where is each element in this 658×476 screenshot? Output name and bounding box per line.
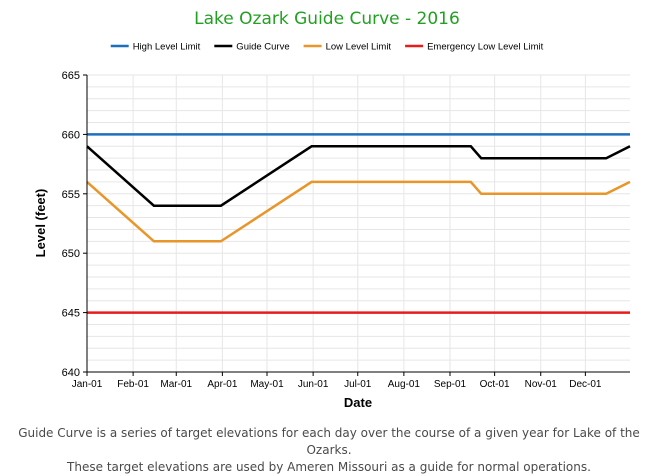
- caption-line-1: Guide Curve is a series of target elevat…: [18, 426, 640, 457]
- x-tick-label: Nov-01: [525, 379, 558, 390]
- x-tick-label: Apr-01: [207, 379, 237, 390]
- y-axis-label: Level (feet): [33, 189, 48, 258]
- x-tick-label: Mar-01: [160, 379, 192, 390]
- legend-item: Low Level Limit: [303, 42, 392, 53]
- y-tick-label: 645: [62, 308, 80, 320]
- legend-label: Emergency Low Level Limit: [427, 42, 544, 53]
- guide-curve-chart: Lake Ozark Guide Curve - 2016 High Level…: [33, 9, 631, 410]
- legend-label: Guide Curve: [236, 42, 289, 53]
- x-tick-label: Sep-01: [434, 379, 467, 390]
- x-tick-label: Dec-01: [569, 379, 602, 390]
- y-tick-label: 660: [62, 129, 80, 141]
- chart-grid: [87, 74, 630, 372]
- x-tick-label: Aug-01: [388, 379, 421, 390]
- legend-label: Low Level Limit: [326, 42, 392, 53]
- y-tick-label: 665: [62, 70, 80, 82]
- chart-title: Lake Ozark Guide Curve - 2016: [194, 9, 460, 29]
- chart-caption: Guide Curve is a series of target elevat…: [0, 425, 658, 476]
- series-line-low-level-limit: [86, 180, 631, 243]
- series-layer: [86, 133, 631, 314]
- caption-line-2: These target elevations are used by Amer…: [67, 460, 591, 474]
- x-tick-label: Jun-01: [298, 379, 329, 390]
- x-tick-label: May-01: [250, 379, 284, 390]
- legend-label: High Level Limit: [133, 42, 201, 53]
- x-axis-label: Date: [344, 395, 372, 410]
- x-tick-label: Jul-01: [344, 379, 372, 390]
- x-tick-label: Feb-01: [117, 379, 149, 390]
- y-tick-label: 640: [62, 367, 80, 379]
- x-tick-label: Oct-01: [480, 379, 510, 390]
- x-tick-label: Jan-01: [72, 379, 103, 390]
- y-tick-label: 655: [62, 189, 80, 201]
- y-tick-label: 650: [62, 248, 80, 260]
- chart-legend: High Level Limit Guide Curve Low Level Lim…: [110, 42, 544, 53]
- legend-item: High Level Limit: [110, 42, 201, 53]
- legend-item: Guide Curve: [214, 42, 290, 53]
- series-line-guide-curve: [86, 145, 631, 207]
- legend-item: Emergency Low Level Limit: [405, 42, 544, 53]
- chart-axes: 640 645 650 655 660 665 Jan-01 Feb-01 Mar-01 Apr-…: [62, 70, 630, 390]
